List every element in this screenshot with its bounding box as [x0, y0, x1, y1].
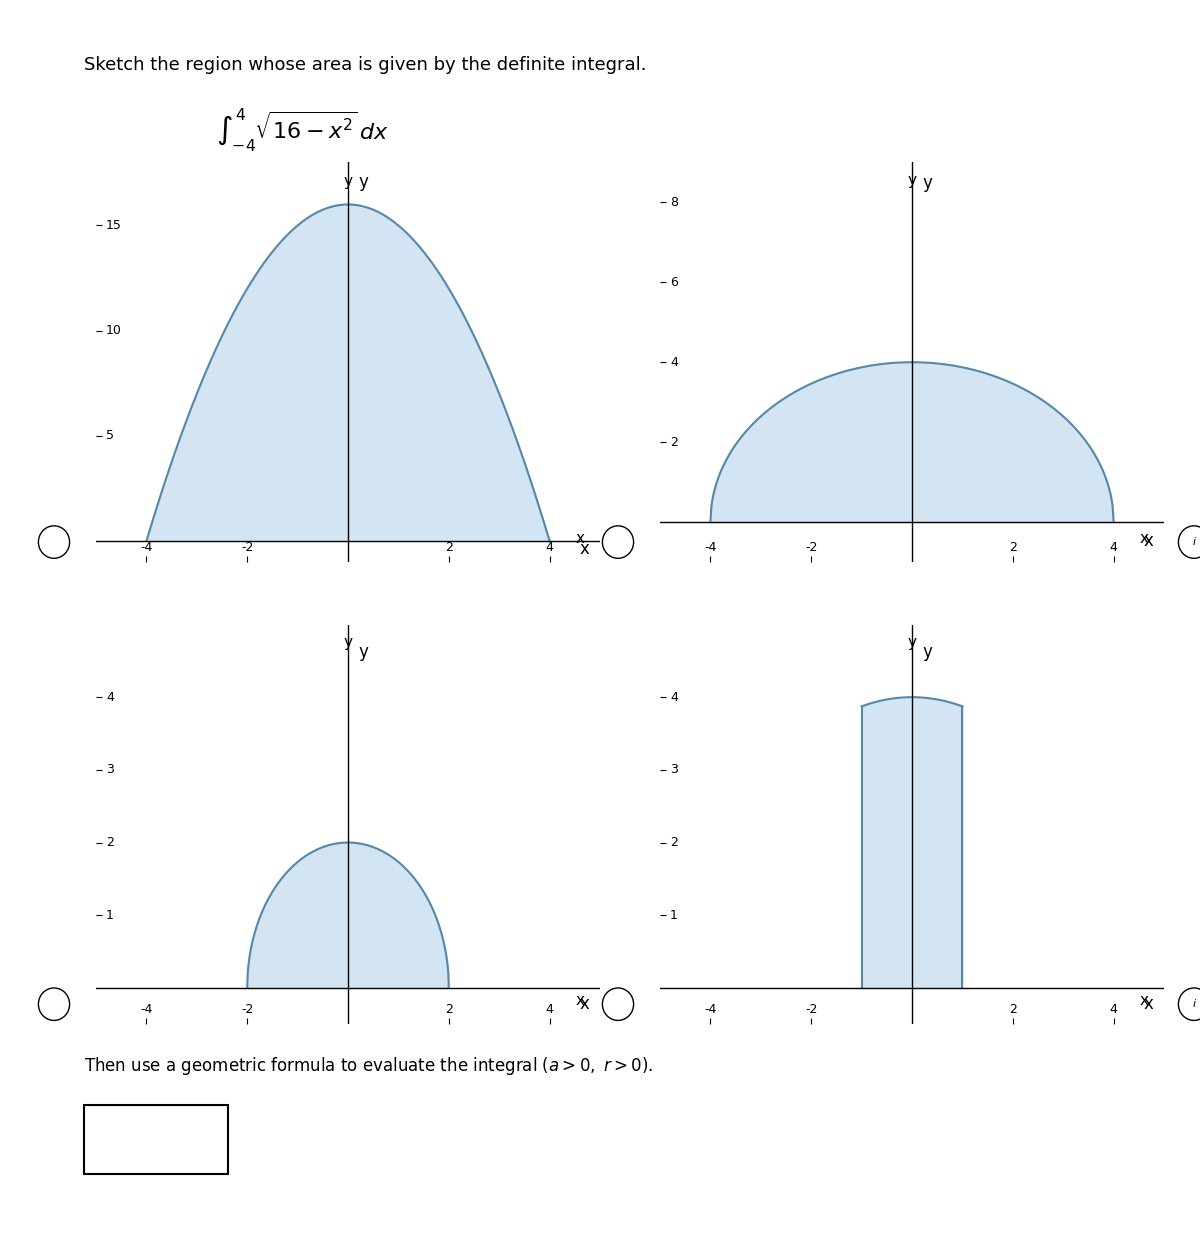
Text: -2: -2 [805, 541, 817, 555]
Text: Then use a geometric formula to evaluate the integral ($a > 0,\ r > 0$).: Then use a geometric formula to evaluate… [84, 1055, 653, 1078]
Text: 3: 3 [106, 763, 114, 777]
Text: 4: 4 [1110, 541, 1117, 555]
Text: Sketch the region whose area is given by the definite integral.: Sketch the region whose area is given by… [84, 56, 647, 74]
Text: y: y [907, 636, 917, 651]
Text: y: y [343, 174, 353, 189]
Text: 6: 6 [670, 276, 678, 289]
Text: 1: 1 [670, 909, 678, 922]
Text: 4: 4 [546, 1003, 553, 1017]
Text: 4: 4 [106, 691, 114, 703]
Text: 3: 3 [670, 763, 678, 777]
Text: -4: -4 [140, 1003, 152, 1017]
Text: y: y [922, 175, 932, 192]
Text: 4: 4 [546, 541, 553, 555]
Text: y: y [358, 643, 368, 661]
Text: 15: 15 [106, 219, 122, 232]
Text: 5: 5 [106, 430, 114, 442]
Text: 8: 8 [670, 196, 678, 209]
Text: 2: 2 [1009, 1003, 1016, 1017]
Text: 2: 2 [106, 836, 114, 849]
Text: x: x [580, 540, 590, 558]
Text: x: x [1139, 531, 1148, 546]
Text: y: y [358, 172, 368, 191]
Text: x: x [575, 531, 584, 546]
Text: 2: 2 [1009, 541, 1016, 555]
Text: -2: -2 [241, 1003, 253, 1017]
Text: 4: 4 [670, 356, 678, 368]
Text: 2: 2 [670, 836, 678, 849]
Text: 2: 2 [445, 1003, 452, 1017]
Text: y: y [343, 636, 353, 651]
Text: 2: 2 [445, 541, 452, 555]
Text: x: x [1144, 532, 1154, 550]
Text: -4: -4 [704, 1003, 716, 1017]
Text: $\int_{-4}^{4} \sqrt{16 - x^2}\, dx$: $\int_{-4}^{4} \sqrt{16 - x^2}\, dx$ [216, 106, 389, 154]
Text: -2: -2 [805, 1003, 817, 1017]
Text: x: x [1139, 993, 1148, 1008]
Text: -4: -4 [140, 541, 152, 555]
Text: 1: 1 [106, 909, 114, 922]
Text: i: i [1193, 999, 1195, 1009]
Text: x: x [580, 995, 590, 1013]
Text: x: x [1144, 995, 1154, 1013]
Text: y: y [907, 174, 917, 189]
Text: -4: -4 [704, 541, 716, 555]
Text: y: y [922, 643, 932, 661]
Text: 4: 4 [670, 691, 678, 703]
Text: 10: 10 [106, 325, 122, 337]
Text: i: i [1193, 537, 1195, 547]
Text: x: x [575, 993, 584, 1008]
Text: 2: 2 [670, 436, 678, 448]
Text: 4: 4 [1110, 1003, 1117, 1017]
Text: -2: -2 [241, 541, 253, 555]
